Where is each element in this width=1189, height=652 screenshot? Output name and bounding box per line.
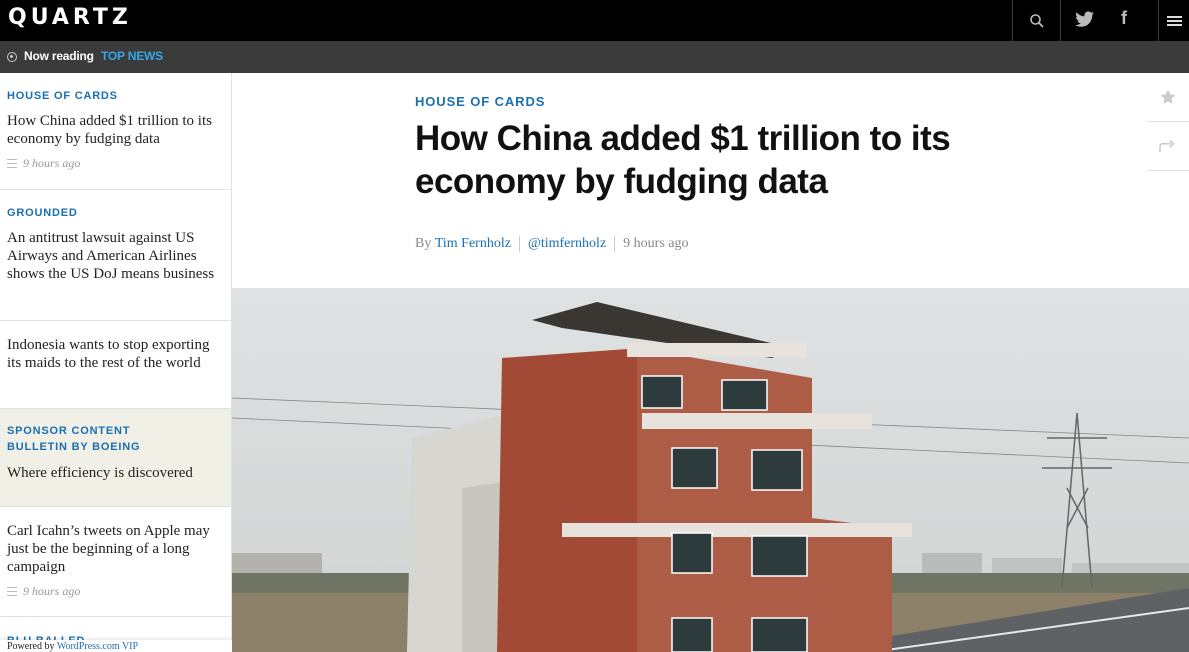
now-reading-icon [7, 52, 17, 62]
now-reading-section-link[interactable]: TOP NEWS [101, 49, 163, 63]
story-meta: 9 hours ago [7, 156, 224, 171]
powered-by-text: Powered by [7, 641, 55, 652]
article-kicker[interactable]: HOUSE OF CARDS [415, 94, 546, 109]
top-bar: QUARTZ f [0, 0, 1189, 41]
story-sidebar: HOUSE OF CARDS How China added $1 trilli… [0, 73, 232, 652]
article-hero-image [232, 288, 1189, 652]
sidebar-story-china[interactable]: HOUSE OF CARDS How China added $1 trilli… [0, 73, 231, 190]
social-buttons: f [1060, 0, 1148, 41]
sidebar-story-indonesia[interactable]: Indonesia wants to stop exporting its ma… [0, 321, 231, 409]
quartz-logo[interactable]: QUARTZ [8, 5, 132, 30]
story-title[interactable]: Where efficiency is discovered [7, 465, 193, 481]
story-title[interactable]: An antitrust lawsuit against US Airways … [7, 230, 215, 282]
star-icon [1160, 89, 1176, 104]
story-time: 9 hours ago [23, 156, 81, 170]
author-link[interactable]: Tim Fernholz [434, 236, 511, 251]
story-title[interactable]: How China added $1 trillion to its econo… [7, 113, 212, 147]
sponsor-kicker: SPONSOR CONTENT [7, 425, 131, 437]
article-lines-icon [7, 587, 17, 596]
share-icon [1159, 139, 1175, 152]
now-reading-bar: Now reading TOP NEWS [0, 41, 1189, 73]
twitter-icon[interactable] [1075, 11, 1095, 27]
sponsor-name: BULLETIN BY BOEING [7, 441, 141, 453]
article-headline: How China added $1 trillion to its econo… [415, 119, 951, 201]
bookmark-button[interactable] [1147, 73, 1189, 122]
sidebar-sponsor-content[interactable]: SPONSOR CONTENT BULLETIN BY BOEING Where… [0, 409, 231, 507]
share-button[interactable] [1147, 122, 1189, 171]
search-icon [1029, 13, 1044, 28]
story-title[interactable]: Indonesia wants to stop exporting its ma… [7, 337, 210, 371]
byline-divider [518, 236, 520, 252]
powered-by-footer: Powered by WordPress.com VIP [0, 640, 232, 652]
article-time: 9 hours ago [623, 236, 689, 251]
byline-divider [614, 236, 616, 252]
wordpress-vip-link[interactable]: WordPress.com VIP [56, 641, 139, 652]
story-kicker: HOUSE OF CARDS [7, 90, 118, 102]
article-lines-icon [7, 159, 17, 168]
now-reading-label: Now reading [24, 49, 94, 63]
facebook-icon[interactable]: f [1121, 8, 1127, 28]
article-byline: By Tim Fernholz @timfernholz 9 hours ago [415, 236, 688, 252]
sidebar-story-icahn[interactable]: Carl Icahn’s tweets on Apple may just be… [0, 507, 231, 617]
story-kicker: GROUNDED [7, 207, 78, 219]
story-title[interactable]: Carl Icahn’s tweets on Apple may just be… [7, 523, 210, 575]
sidebar-story-airlines[interactable]: GROUNDED An antitrust lawsuit against US… [0, 190, 231, 321]
author-twitter-link[interactable]: @timfernholz [527, 236, 607, 251]
search-button[interactable] [1012, 0, 1060, 41]
story-time: 9 hours ago [23, 584, 81, 598]
article-tools [1147, 73, 1189, 171]
menu-icon [1166, 15, 1182, 26]
byline-by: By [415, 236, 432, 251]
story-meta: 9 hours ago [7, 584, 224, 599]
menu-button[interactable] [1158, 0, 1189, 41]
